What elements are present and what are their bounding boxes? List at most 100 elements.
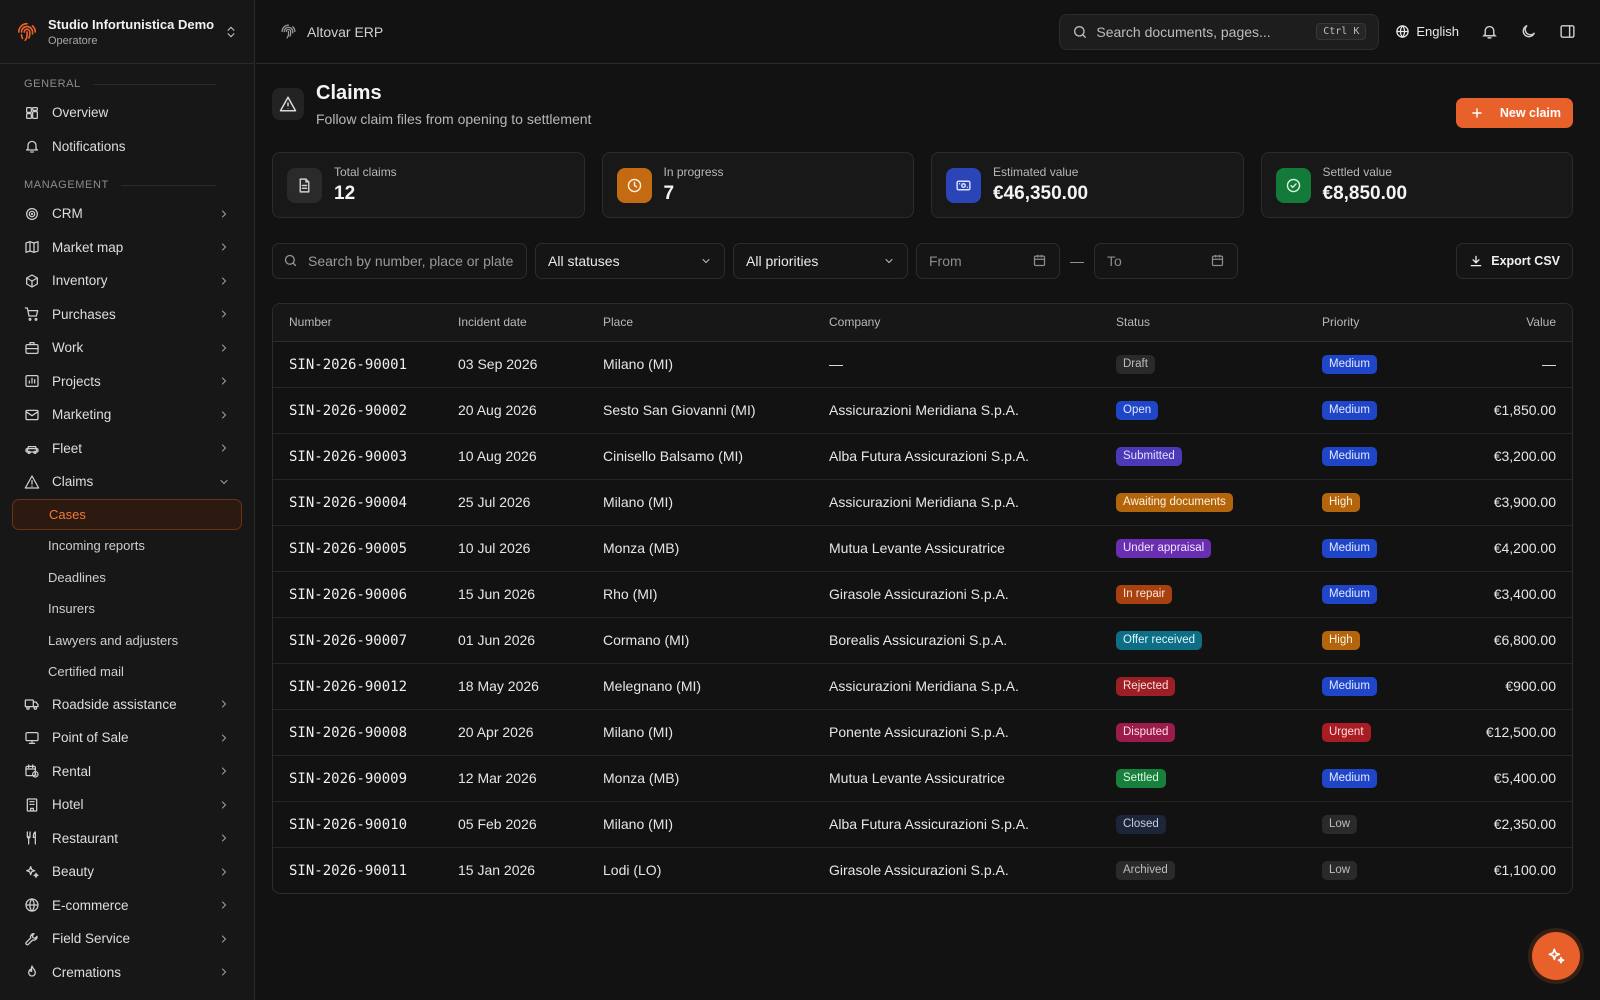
sidebar-item-work[interactable]: Work	[0, 331, 254, 365]
claim-number[interactable]: SIN-2026-90011	[289, 862, 408, 879]
date-from-input[interactable]: From	[916, 242, 1060, 279]
sidebar-item-label: Cremations	[52, 964, 122, 980]
sidebar-subitem-cases[interactable]: Cases	[12, 498, 242, 530]
new-claim-button[interactable]: New claim	[1455, 98, 1573, 128]
table-row[interactable]: SIN-2026-90001 03 Sep 2026 Milano (MI) — Dra…	[273, 341, 1572, 388]
global-search[interactable]: Search documents, pages... Ctrl K	[1059, 13, 1380, 50]
sidebar-item-label: Field Service	[52, 931, 131, 947]
claim-number[interactable]: SIN-2026-90005	[289, 540, 408, 557]
sidebar-item-marketing[interactable]: Marketing	[0, 398, 254, 432]
sidebar-item-fleet[interactable]: Fleet	[0, 432, 254, 466]
sidebar-item-inventory[interactable]: Inventory	[0, 264, 254, 298]
search-shortcut: Ctrl K	[1316, 23, 1367, 40]
table-row[interactable]: SIN-2026-90010 05 Feb 2026 Milano (MI) Alba…	[273, 801, 1572, 848]
claims-search-input[interactable]: Search by number, place or plate	[272, 242, 527, 279]
utensils-icon	[24, 830, 40, 846]
sidebar-item-claims[interactable]: Claims	[0, 465, 254, 499]
incident-date: 20 Aug 2026	[458, 387, 603, 434]
sidebar-subitem-deadlines[interactable]: Deadlines	[48, 569, 106, 585]
sidebar-item-hotel[interactable]: Hotel	[0, 788, 254, 822]
org-name: Studio Infortunistica Demo	[48, 16, 215, 32]
chevron-right-icon	[218, 899, 230, 911]
column-header-priority[interactable]: Priority	[1322, 304, 1442, 342]
export-csv-button[interactable]: Export CSV	[1456, 242, 1573, 279]
table-row[interactable]: SIN-2026-90008 20 Apr 2026 Milano (MI) Pone…	[273, 709, 1572, 756]
sidebar-item-crm[interactable]: CRM	[0, 197, 254, 231]
sidebar-item-roadside-assistance[interactable]: Roadside assistance	[0, 688, 254, 722]
chevron-right-icon	[218, 933, 230, 945]
ai-assistant-button[interactable]	[1532, 932, 1580, 980]
table-row[interactable]: SIN-2026-90009 12 Mar 2026 Monza (MB) Mutua…	[273, 755, 1572, 802]
global-search-placeholder: Search documents, pages...	[1096, 23, 1271, 40]
breadcrumb[interactable]: Altovar ERP	[280, 23, 383, 40]
date-to-input[interactable]: To	[1094, 242, 1238, 279]
status-filter-select[interactable]: All statuses	[535, 242, 725, 279]
table-row[interactable]: SIN-2026-90003 10 Aug 2026 Cinisello Balsa…	[273, 433, 1572, 480]
table-row[interactable]: SIN-2026-90002 20 Aug 2026 Sesto San Giova…	[273, 387, 1572, 434]
sidebar-toggle-icon[interactable]	[1559, 23, 1576, 40]
incident-date: 18 May 2026	[458, 663, 603, 710]
alert-triangle-icon	[272, 88, 304, 120]
language-switcher[interactable]: English	[1395, 24, 1459, 39]
date-to-placeholder: To	[1107, 252, 1122, 269]
sidebar-item-purchases[interactable]: Purchases	[0, 298, 254, 332]
sidebar-item-projects[interactable]: Projects	[0, 365, 254, 399]
org-switcher[interactable]: Studio Infortunistica Demo Operatore	[0, 0, 254, 64]
claim-number[interactable]: SIN-2026-90006	[289, 586, 408, 603]
claim-number[interactable]: SIN-2026-90003	[289, 448, 408, 465]
claim-number[interactable]: SIN-2026-90009	[289, 770, 408, 787]
org-role: Operatore	[48, 34, 98, 47]
column-header-status[interactable]: Status	[1116, 304, 1322, 342]
sidebar-item-overview[interactable]: Overview	[0, 96, 254, 130]
sidebar-item-label: Marketing	[52, 407, 112, 423]
sidebar-item-label: Point of Sale	[52, 730, 129, 746]
chevron-right-icon	[218, 308, 230, 320]
sidebar-item-cremations[interactable]: Cremations	[0, 956, 254, 990]
claim-number[interactable]: SIN-2026-90001	[289, 356, 408, 373]
claim-number[interactable]: SIN-2026-90002	[289, 402, 408, 419]
sidebar-item-point-of-sale[interactable]: Point of Sale	[0, 721, 254, 755]
claim-number[interactable]: SIN-2026-90004	[289, 494, 408, 511]
priority-filter-select[interactable]: All priorities	[733, 242, 908, 279]
claim-number[interactable]: SIN-2026-90012	[289, 678, 408, 695]
claim-value: €3,400.00	[1442, 571, 1572, 618]
sidebar-item-market-map[interactable]: Market map	[0, 231, 254, 265]
table-row[interactable]: SIN-2026-90005 10 Jul 2026 Monza (MB) Mutua…	[273, 525, 1572, 572]
table-row[interactable]: SIN-2026-90004 25 Jul 2026 Milano (MI) Assi…	[273, 479, 1572, 526]
priority-badge: High	[1322, 493, 1360, 512]
bell-icon[interactable]	[1481, 23, 1498, 40]
table-row[interactable]: SIN-2026-90007 01 Jun 2026 Cormano (MI) Bor…	[273, 617, 1572, 664]
sidebar-item-notifications[interactable]: Notifications	[0, 130, 254, 164]
fingerprint-logo-icon	[16, 21, 38, 43]
claim-number[interactable]: SIN-2026-90008	[289, 724, 408, 741]
sidebar-item-label: Work	[52, 340, 84, 356]
sidebar-subitem-certified-mail[interactable]: Certified mail	[48, 664, 124, 680]
chevron-right-icon	[218, 866, 230, 878]
claim-number[interactable]: SIN-2026-90007	[289, 632, 408, 649]
table-row[interactable]: SIN-2026-90011 15 Jan 2026 Lodi (LO) Giraso…	[273, 847, 1572, 893]
sidebar-item-field-service[interactable]: Field Service	[0, 922, 254, 956]
sidebar-item-e-commerce[interactable]: E-commerce	[0, 889, 254, 923]
sidebar-item-beauty[interactable]: Beauty	[0, 855, 254, 889]
sidebar-subitem-incoming-reports[interactable]: Incoming reports	[48, 538, 145, 554]
sidebar-subitem-lawyers-and-adjusters[interactable]: Lawyers and adjusters	[48, 632, 179, 648]
sidebar-subitem-insurers[interactable]: Insurers	[48, 601, 95, 617]
column-header-place[interactable]: Place	[603, 304, 829, 342]
claim-number[interactable]: SIN-2026-90010	[289, 816, 408, 833]
claim-value: —	[1442, 341, 1572, 388]
column-header-company[interactable]: Company	[829, 304, 1116, 342]
column-header-number[interactable]: Number	[273, 304, 458, 342]
new-claim-label: New claim	[1499, 106, 1561, 120]
stat-value: 7	[663, 183, 675, 204]
table-row[interactable]: SIN-2026-90012 18 May 2026 Melegnano (MI) A…	[273, 663, 1572, 710]
column-header-incident-date[interactable]: Incident date	[458, 304, 603, 342]
sidebar-item-restaurant[interactable]: Restaurant	[0, 822, 254, 856]
table-row[interactable]: SIN-2026-90006 15 Jun 2026 Rho (MI) Girasol…	[273, 571, 1572, 618]
insurance-company: Borealis Assicurazioni S.p.A.	[829, 617, 1116, 664]
column-header-value[interactable]: Value	[1442, 304, 1572, 342]
sidebar-item-rental[interactable]: Rental	[0, 755, 254, 789]
sidebar-item-label: Restaurant	[52, 830, 119, 846]
moon-icon[interactable]	[1520, 23, 1537, 40]
flame-icon	[24, 964, 40, 980]
incident-place: Milano (MI)	[603, 709, 829, 756]
